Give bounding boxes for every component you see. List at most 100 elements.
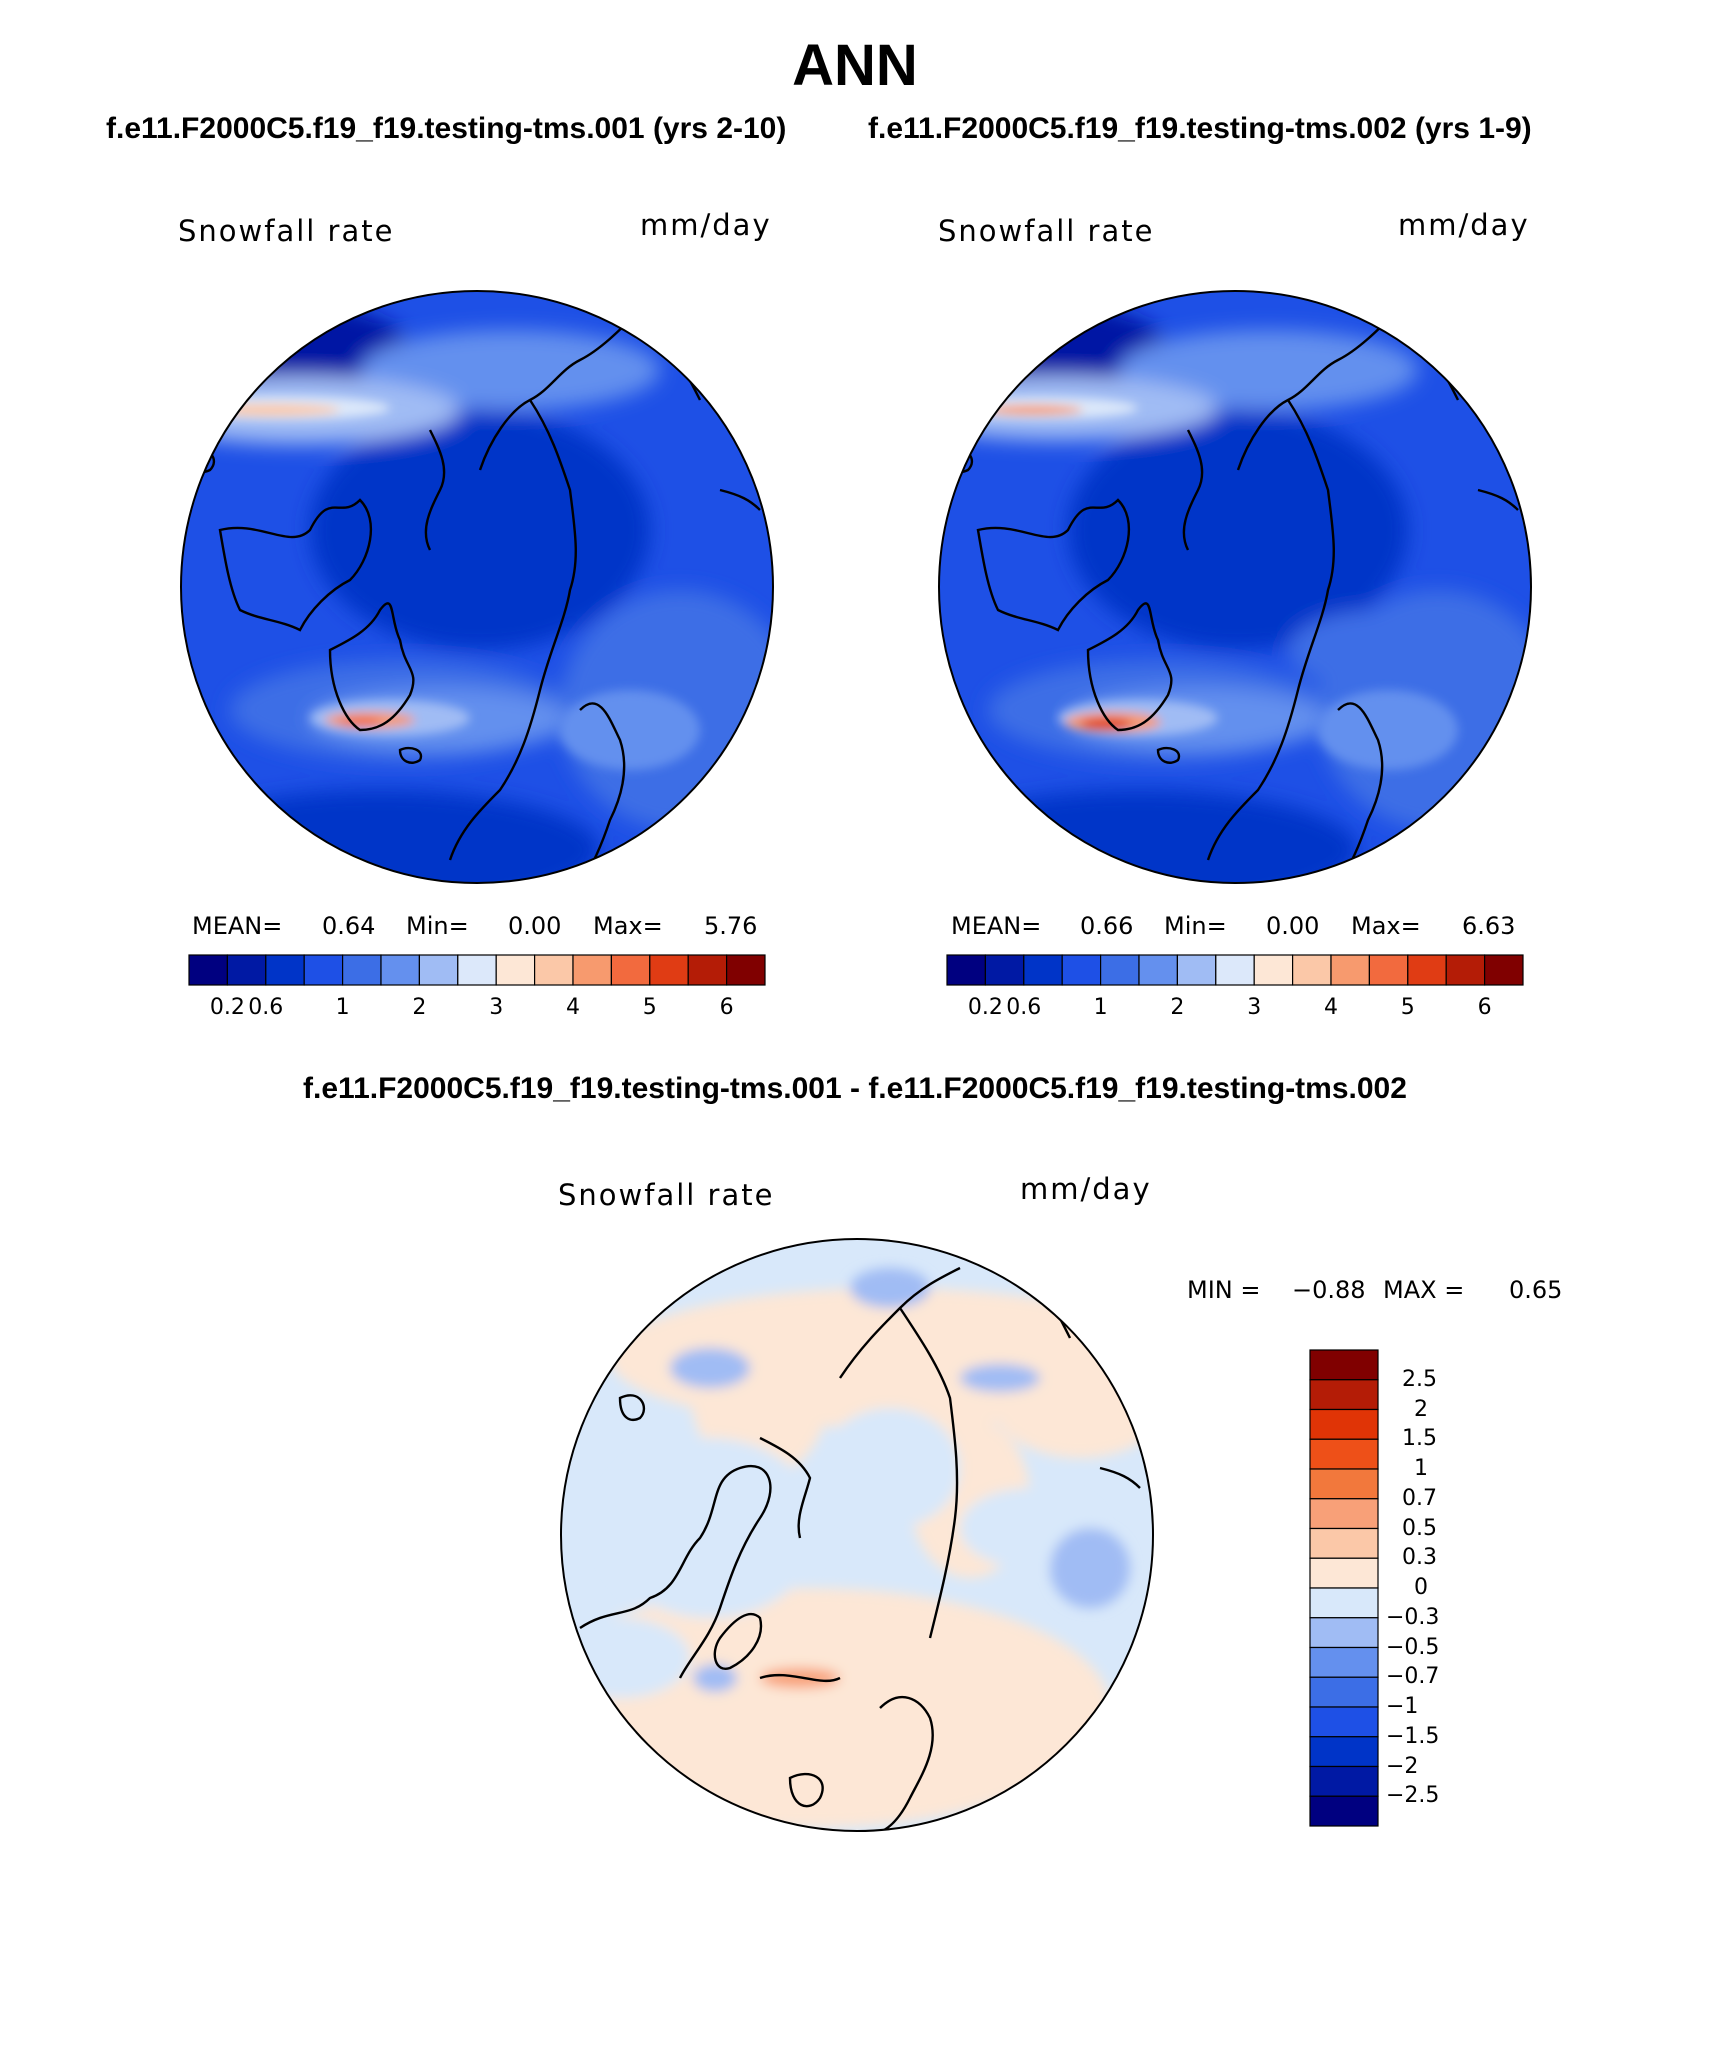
left-colorbar-tick-label: 5	[642, 995, 657, 1020]
diff-variable-label: Snowfall rate	[558, 1178, 775, 1212]
left-colorbar-swatch	[495, 954, 536, 986]
diff-max-value: 0.65	[1509, 1276, 1563, 1304]
right-colorbar-swatch	[1445, 954, 1486, 986]
left-colorbar-tick-label: 6	[719, 995, 734, 1020]
left-units-label: mm/day	[640, 208, 772, 242]
left-colorbar-swatch	[342, 954, 382, 986]
diff-colorbar-swatch	[1309, 1498, 1379, 1530]
left-colorbar	[188, 954, 766, 986]
diff-colorbar-swatch	[1309, 1408, 1379, 1440]
right-colorbar-swatch	[1061, 954, 1102, 986]
diff-colorbar-swatch	[1309, 1646, 1379, 1678]
diff-colorbar-swatch	[1309, 1468, 1379, 1500]
left-colorbar-swatch	[725, 954, 766, 986]
right-colorbar-tick-label: 3	[1247, 995, 1262, 1020]
left-colorbar-swatch	[572, 954, 613, 986]
diff-units-label: mm/day	[1020, 1172, 1152, 1206]
diff-polar-map	[560, 1238, 1154, 1832]
right-colorbar-tick-label: 0.6	[1006, 995, 1042, 1020]
diff-min-label: MIN =	[1187, 1276, 1261, 1304]
diff-colorbar-tick-label: −0.3	[1386, 1604, 1440, 1630]
right-colorbar-swatch	[984, 954, 1025, 986]
right-units-label: mm/day	[1398, 208, 1530, 242]
diff-colorbar-tick-label: 2.5	[1402, 1366, 1437, 1392]
left-colorbar-swatch	[687, 954, 728, 986]
diff-colorbar-tick-label: −2.5	[1386, 1783, 1440, 1809]
diff-colorbar-swatch	[1309, 1438, 1379, 1470]
page-title: ANN	[792, 33, 918, 98]
right-min-label: Min=	[1164, 912, 1227, 940]
right-colorbar-tick-label: 0.2	[967, 995, 1003, 1020]
right-colorbar-swatch	[1023, 954, 1063, 986]
right-variable-label: Snowfall rate	[938, 214, 1155, 248]
diff-colorbar-swatch	[1309, 1736, 1379, 1768]
left-colorbar-tick-label: 4	[566, 995, 580, 1020]
left-colorbar-tick-label: 0.6	[248, 995, 284, 1020]
left-colorbar-swatch	[649, 954, 689, 986]
right-colorbar-swatch	[1215, 954, 1255, 986]
case2-title: f.e11.F2000C5.f19_f19.testing-tms.002 (y…	[868, 112, 1532, 145]
left-colorbar-swatch	[418, 954, 459, 986]
right-colorbar-swatch	[1483, 954, 1524, 986]
right-colorbar-swatch	[1330, 954, 1371, 986]
right-colorbar-swatch	[1368, 954, 1409, 986]
diff-colorbar-swatch	[1309, 1765, 1379, 1797]
left-max-label: Max=	[593, 912, 663, 940]
diff-colorbar-tick-label: −0.5	[1386, 1634, 1440, 1660]
left-polar-map	[180, 290, 774, 884]
right-colorbar-swatch	[1407, 954, 1447, 986]
right-mean-label: MEAN=	[951, 912, 1042, 940]
left-mean-label: MEAN=	[192, 912, 283, 940]
right-max-label: Max=	[1351, 912, 1421, 940]
diff-colorbar-tick-label: 0.7	[1402, 1485, 1437, 1511]
diff-colorbar-swatch	[1309, 1676, 1379, 1708]
right-colorbar-tick-label: 6	[1477, 995, 1492, 1020]
diff-colorbar-swatch	[1309, 1349, 1379, 1381]
diff-colorbar-swatch	[1309, 1795, 1379, 1827]
left-colorbar-tick-label: 2	[412, 995, 427, 1020]
diff-colorbar-tick-label: −1.5	[1386, 1723, 1440, 1749]
right-colorbar-tick-label: 5	[1400, 995, 1415, 1020]
diff-colorbar-ticks: 2.5 2 1.5 1 0.7 0.5 0.3 0 −0.3 −0.5 −0.7 −1 −1.5 −2 −2…	[1386, 1350, 1506, 1826]
diff-title: f.e11.F2000C5.f19_f19.testing-tms.001 - …	[303, 1072, 1407, 1105]
left-colorbar-ticks: 0.2 0.6 1 2 3 4 5 6	[189, 995, 765, 1025]
diff-colorbar-swatch	[1309, 1557, 1379, 1589]
right-colorbar-swatch	[1253, 954, 1294, 986]
right-colorbar	[946, 954, 1524, 986]
diff-colorbar-tick-label: 2	[1414, 1396, 1428, 1422]
right-max-value: 6.63	[1462, 912, 1516, 940]
left-colorbar-tick-label: 3	[489, 995, 504, 1020]
diff-colorbar-swatch	[1309, 1527, 1379, 1559]
right-colorbar-swatch	[1176, 954, 1217, 986]
left-colorbar-swatch	[534, 954, 574, 986]
right-colorbar-swatch	[946, 954, 987, 986]
left-colorbar-swatch	[265, 954, 305, 986]
diff-colorbar-swatch	[1309, 1617, 1379, 1649]
diff-colorbar-tick-label: 0.3	[1402, 1545, 1437, 1571]
right-colorbar-tick-label: 1	[1093, 995, 1108, 1020]
diff-colorbar-tick-label: 1.5	[1402, 1426, 1437, 1452]
diff-colorbar-swatch	[1309, 1587, 1379, 1619]
left-variable-label: Snowfall rate	[178, 214, 395, 248]
diff-colorbar-tick-label: −0.7	[1386, 1664, 1440, 1690]
diff-colorbar-tick-label: 0	[1414, 1575, 1428, 1600]
left-colorbar-tick-label: 0.2	[209, 995, 245, 1020]
diff-colorbar-tick-label: 1	[1414, 1456, 1428, 1481]
case1-title: f.e11.F2000C5.f19_f19.testing-tms.001 (y…	[106, 112, 787, 145]
right-colorbar-tick-label: 2	[1170, 995, 1185, 1020]
diff-colorbar	[1309, 1349, 1379, 1827]
left-colorbar-swatch	[610, 954, 651, 986]
left-min-label: Min=	[406, 912, 469, 940]
left-colorbar-swatch	[226, 954, 267, 986]
left-colorbar-swatch	[188, 954, 229, 986]
left-colorbar-swatch	[303, 954, 344, 986]
left-colorbar-tick-label: 1	[335, 995, 350, 1020]
right-colorbar-swatch	[1100, 954, 1140, 986]
diff-colorbar-tick-label: 0.5	[1402, 1515, 1437, 1541]
right-min-value: 0.00	[1266, 912, 1320, 940]
diff-colorbar-swatch	[1309, 1706, 1379, 1738]
diff-min-value: −0.88	[1292, 1276, 1366, 1304]
left-colorbar-swatch	[380, 954, 421, 986]
left-max-value: 5.76	[704, 912, 758, 940]
right-colorbar-swatch	[1138, 954, 1179, 986]
